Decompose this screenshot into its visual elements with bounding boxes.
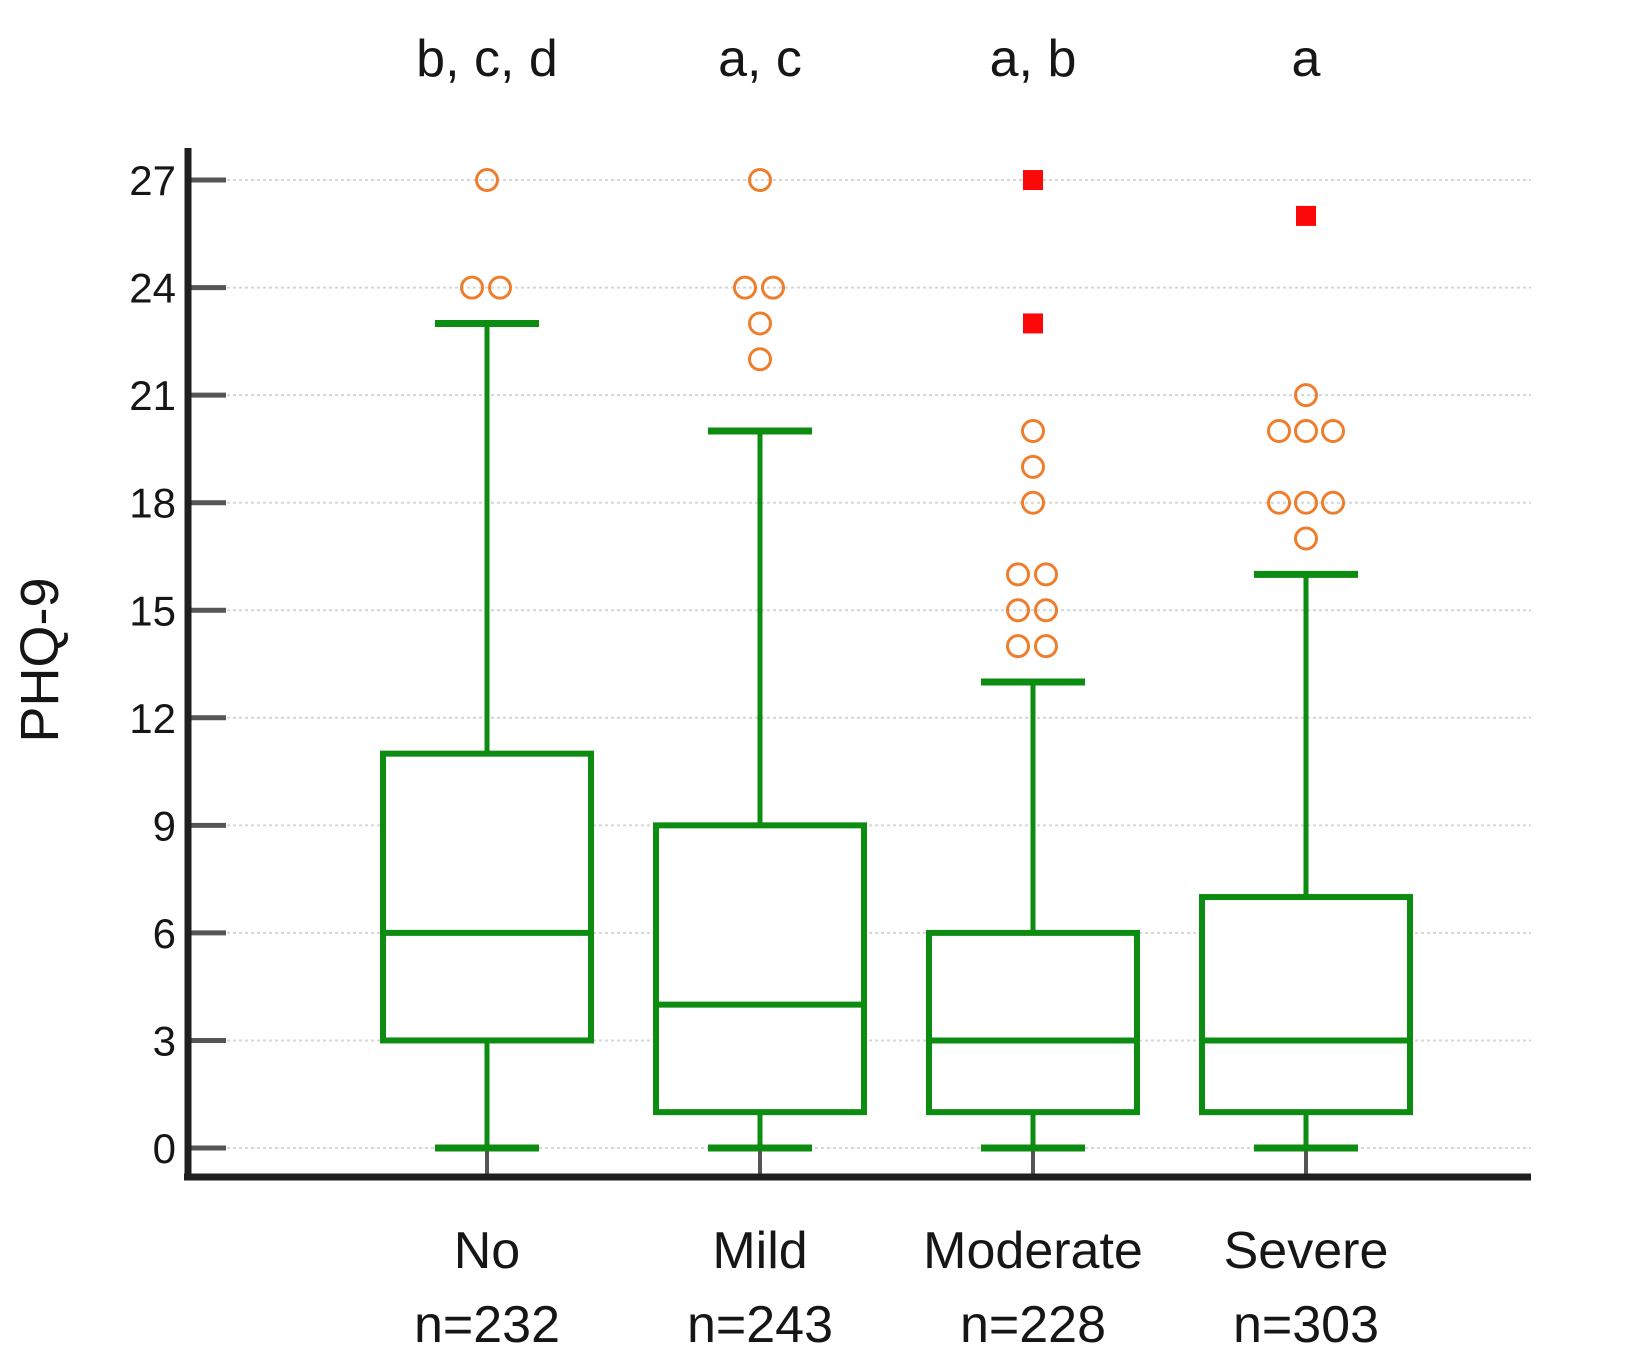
outlier-circle-moderate-18 [1021,490,1045,515]
outlier-circle-no-24 [488,275,512,300]
y-axis-title: PHQ-9 [10,577,70,743]
outlier-circle-no-24 [460,275,484,300]
annotation-moderate: a, b [990,30,1077,88]
outlier-circle-severe-20 [1321,419,1345,443]
y-tick-label-15: 15 [129,587,176,634]
outlier-circle-moderate-15 [1034,598,1058,623]
category-label-no: No [454,1222,520,1280]
outlier-circle-severe-18 [1321,490,1345,515]
outlier-circle-severe-18 [1267,490,1291,515]
outlier-circle-severe-20 [1294,419,1318,443]
annotation-mild: a, c [718,30,802,88]
annotation-severe: a [1292,30,1321,88]
y-tick-label-9: 9 [153,802,176,849]
outlier-circle-severe-20 [1267,419,1291,443]
y-tick-label-18: 18 [129,480,176,527]
outlier-square-moderate-23 [1023,313,1043,334]
outlier-circle-severe-21 [1294,383,1318,408]
outlier-circle-moderate-15 [1006,598,1030,623]
y-tick-label-21: 21 [129,372,176,419]
count-label-severe: n=303 [1233,1296,1379,1354]
count-label-no: n=232 [414,1296,560,1354]
category-label-mild: Mild [712,1222,807,1280]
category-label-moderate: Moderate [923,1222,1143,1280]
box-moderate [926,929,1140,1116]
y-tick-label-6: 6 [153,910,176,957]
y-tick-label-24: 24 [129,265,176,312]
outlier-circle-no-27 [475,168,499,193]
outlier-circle-mild-22 [748,347,772,372]
y-tick-label-27: 27 [129,157,176,204]
outlier-circle-moderate-14 [1006,634,1030,659]
outlier-circle-mild-24 [761,275,785,300]
outlier-circle-severe-17 [1294,526,1318,551]
annotation-no: b, c, d [416,30,558,88]
outlier-circle-moderate-20 [1021,419,1045,443]
outlier-circle-mild-23 [748,311,772,336]
y-tick-label-3: 3 [153,1017,176,1064]
box-severe [1199,894,1413,1116]
outlier-circle-moderate-14 [1034,634,1058,659]
y-tick-label-12: 12 [129,695,176,742]
outlier-circle-mild-27 [748,168,772,193]
count-label-moderate: n=228 [960,1296,1106,1354]
outlier-square-severe-26 [1296,205,1316,226]
count-label-mild: n=243 [687,1296,833,1354]
category-label-severe: Severe [1224,1222,1389,1280]
box-no [380,750,594,1044]
outlier-circle-mild-24 [733,275,757,300]
y-tick-label-0: 0 [153,1125,176,1172]
outlier-square-moderate-27 [1023,170,1043,191]
outlier-circle-severe-18 [1294,490,1318,515]
box-mild [653,822,867,1116]
outlier-circle-moderate-16 [1034,562,1058,587]
outlier-circle-moderate-19 [1021,454,1045,479]
outlier-circle-moderate-16 [1006,562,1030,587]
